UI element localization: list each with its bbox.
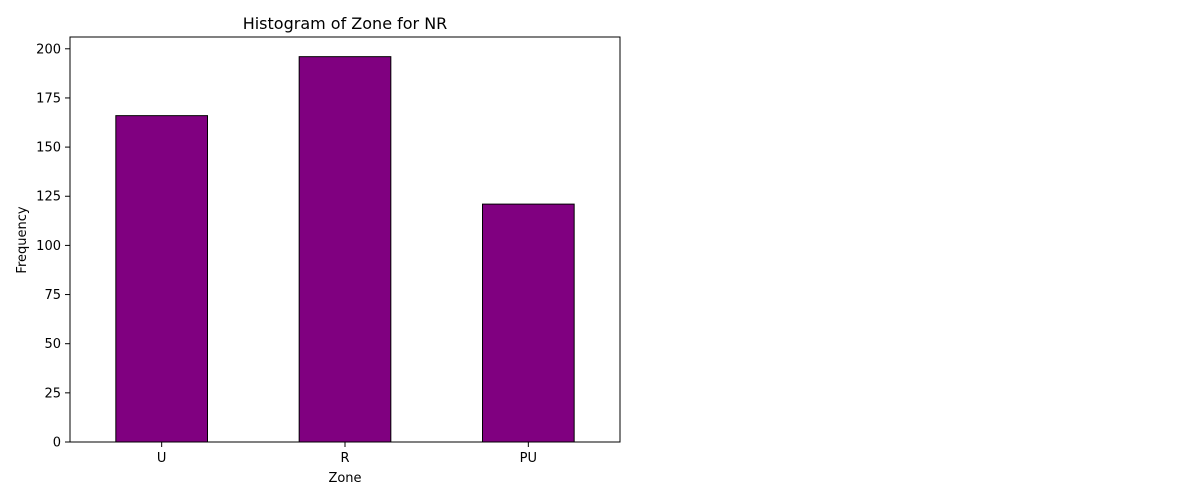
y-tick-label: 150 xyxy=(36,141,61,156)
x-axis-ticks: U R PU xyxy=(157,442,537,466)
y-tick-label: 50 xyxy=(44,337,61,352)
bar-u xyxy=(115,115,208,443)
chart-title: Histogram of Zone for NR xyxy=(243,14,448,33)
x-tick-label-pu: PU xyxy=(520,451,537,466)
bars-layer xyxy=(115,56,575,443)
y-tick-label: 125 xyxy=(36,190,61,205)
y-tick-label: 25 xyxy=(44,386,61,401)
bar-r xyxy=(298,56,392,443)
y-tick-label: 175 xyxy=(36,91,61,106)
bar-pu xyxy=(482,203,575,443)
y-tick-label: 75 xyxy=(44,288,61,303)
y-tick-label: 0 xyxy=(53,436,61,451)
y-tick-label: 100 xyxy=(36,239,61,254)
x-tick-label-u: U xyxy=(157,451,167,466)
y-axis-ticks: 0 25 50 75 100 125 150 175 200 xyxy=(36,42,70,451)
x-tick-label-r: R xyxy=(340,451,349,466)
y-axis-label: Frequency xyxy=(15,206,30,273)
y-tick-label: 200 xyxy=(36,42,61,57)
x-axis-label: Zone xyxy=(328,471,361,486)
